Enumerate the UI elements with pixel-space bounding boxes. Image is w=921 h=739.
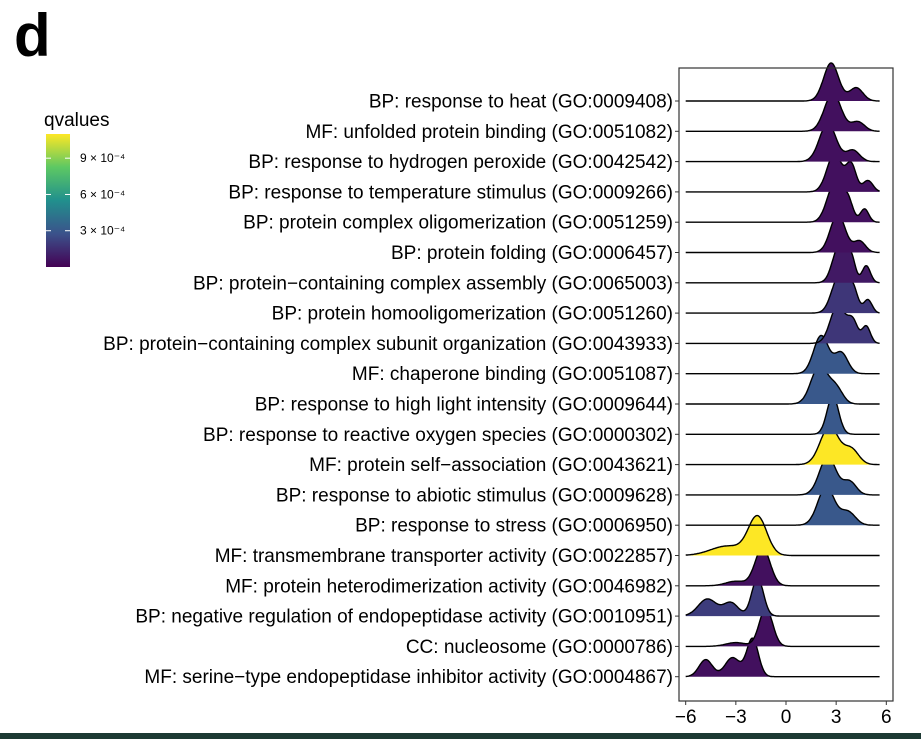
ridge-1: [685, 62, 880, 102]
y-tick-label: BP: response to heat (GO:0009408): [369, 92, 673, 113]
y-tick-label: MF: protein self−association (GO:0043621…: [309, 455, 673, 476]
y-tick-label: BP: response to high light intensity (GO…: [255, 395, 673, 416]
ridge-fill: [685, 456, 880, 495]
ridge-fill: [685, 153, 880, 192]
ridge-fill: [685, 638, 880, 677]
y-tick-label: BP: protein folding (GO:0006457): [391, 243, 673, 264]
ridge-fill: [685, 335, 880, 374]
ridge-fill: [685, 123, 880, 162]
ridge-fill: [685, 305, 880, 344]
ridge-outline: [685, 514, 880, 557]
ridge-3: [685, 122, 880, 163]
ridge-fill: [685, 214, 880, 253]
ridge-outline: [685, 182, 880, 223]
ridge-fill: [685, 396, 880, 435]
ridge-outline: [685, 153, 880, 193]
ridge-19: [685, 607, 880, 648]
y-tick-label: MF: chaperone binding (GO:0051087): [352, 364, 673, 385]
ridge-outline: [685, 62, 880, 102]
y-tick-label: MF: unfolded protein binding (GO:0051082…: [305, 122, 673, 143]
ridge-fill: [685, 274, 880, 314]
ridge-fill: [685, 93, 880, 132]
ridge-outline: [685, 607, 880, 648]
y-tick-label: CC: nucleosome (GO:0000786): [406, 637, 673, 658]
ridge-9: [685, 304, 880, 345]
x-tick-label: −6: [675, 707, 697, 728]
ridge-15: [685, 486, 880, 526]
y-tick-label: BP: response to hydrogen peroxide (GO:00…: [248, 152, 673, 173]
ridge-fill: [685, 244, 880, 283]
ridges-layer: [685, 62, 880, 678]
y-tick-label: MF: serine−type endopeptidase inhibitor …: [144, 667, 673, 688]
ridge-outline: [685, 304, 880, 345]
ridge-fill: [685, 183, 880, 223]
ridge-20: [685, 637, 880, 678]
ridge-outline: [685, 122, 880, 163]
y-tick-label: BP: response to temperature stimulus (GO…: [228, 182, 673, 203]
ridge-17: [685, 546, 880, 587]
y-tick-label: BP: negative regulation of endopeptidase…: [135, 607, 673, 628]
ridge-outline: [685, 456, 880, 496]
ridge-fill: [685, 487, 880, 526]
y-tick-label: MF: transmembrane transporter activity (…: [215, 546, 673, 567]
x-axis: −6 −3 0 3 6: [675, 701, 892, 728]
ridge-outline: [685, 637, 880, 678]
ridge-outline: [685, 546, 880, 587]
ridge-outline: [685, 92, 880, 132]
y-tick-label: MF: protein heterodimerization activity …: [225, 576, 673, 597]
ridge-2: [685, 92, 880, 132]
ridge-18: [685, 577, 880, 617]
ridge-fill: [685, 365, 880, 404]
legend-tick-label: 9 × 10⁻⁴: [80, 151, 125, 165]
y-tick-label: BP: response to reactive oxygen species …: [203, 425, 673, 446]
ridge-6: [685, 213, 880, 254]
ridge-10: [685, 334, 880, 375]
legend-tick-label: 3 × 10⁻⁴: [80, 224, 125, 238]
y-tick-label: BP: protein−containing complex subunit o…: [103, 334, 673, 355]
legend-tick-label: 6 × 10⁻⁴: [80, 187, 125, 201]
ridge-outline: [685, 577, 880, 617]
x-tick-label: −3: [725, 707, 747, 728]
ridge-outline: [685, 334, 880, 375]
ridge-outline: [685, 486, 880, 526]
y-tick-label: BP: protein complex oligomerization (GO:…: [243, 213, 673, 234]
legend-colorbar: [46, 134, 70, 267]
legend-title: qvalues: [44, 110, 110, 131]
x-tick-label: 6: [881, 707, 892, 728]
ridge-13: [685, 425, 880, 466]
ridge-14: [685, 456, 880, 496]
y-tick-label: BP: protein−containing complex assembly …: [193, 273, 673, 294]
y-tick-label: BP: response to stress (GO:0006950): [355, 516, 673, 537]
ridge-fill: [685, 426, 880, 465]
ridge-11: [685, 364, 880, 405]
ridge-16: [685, 514, 880, 557]
ridge-outline: [685, 425, 880, 466]
panel-letter: d: [14, 2, 51, 69]
category-labels: MF: serine−type endopeptidase inhibitor …: [103, 92, 679, 688]
qvalue-legend: qvalues 9 × 10⁻⁴ 6 × 10⁻⁴ 3 × 10⁻⁴: [44, 110, 125, 267]
ridge-outline: [685, 395, 880, 435]
y-tick-label: BP: protein homooligomerization (GO:0051…: [272, 304, 673, 325]
y-tick-label: BP: response to abiotic stimulus (GO:000…: [276, 485, 673, 506]
ridge-4: [685, 153, 880, 193]
ridge-12: [685, 395, 880, 435]
ridge-fill: [685, 578, 880, 617]
ridge-5: [685, 182, 880, 223]
x-tick-label: 0: [781, 707, 792, 728]
ridge-fill: [685, 63, 880, 101]
ridge-outline: [685, 364, 880, 405]
ridge-outline: [685, 213, 880, 254]
bottom-bar: [0, 733, 921, 739]
x-tick-label: 3: [831, 707, 842, 728]
